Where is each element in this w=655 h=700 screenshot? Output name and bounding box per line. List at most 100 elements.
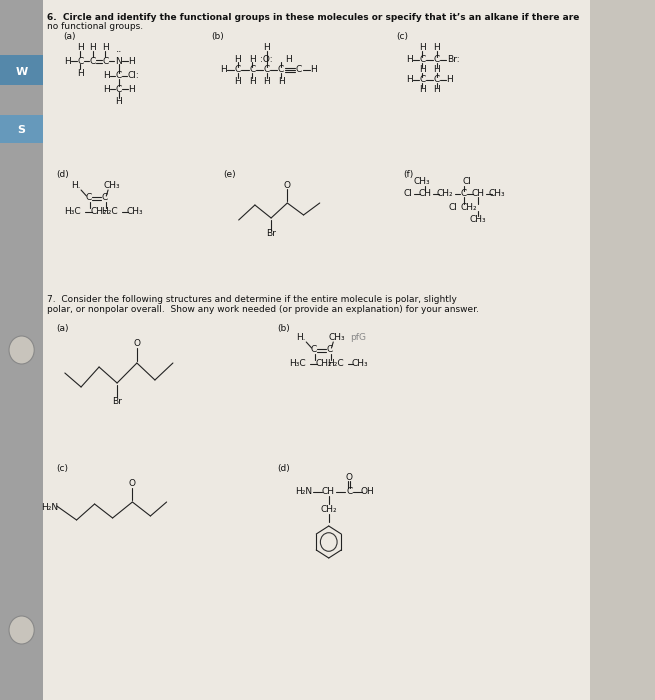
Text: CH₃: CH₃ (103, 181, 120, 190)
Bar (0, 115, 43, 143)
Text: H: H (102, 43, 109, 52)
Text: ¨: ¨ (116, 51, 122, 61)
Text: C: C (346, 487, 352, 496)
Text: H: H (103, 85, 109, 94)
Text: (c): (c) (396, 32, 408, 41)
Text: H: H (234, 55, 241, 64)
Text: :O:: :O: (260, 55, 273, 64)
Text: C: C (116, 71, 122, 80)
Text: Br: Br (266, 230, 276, 239)
Text: CH: CH (472, 190, 485, 199)
Text: H₃C: H₃C (289, 360, 305, 368)
Text: N: N (115, 57, 122, 66)
Text: C: C (310, 346, 316, 354)
Text: H: H (77, 43, 84, 52)
Text: C: C (102, 193, 107, 202)
Text: C: C (234, 66, 241, 74)
Text: H: H (285, 55, 291, 64)
Text: H: H (103, 71, 109, 80)
Text: C: C (460, 190, 467, 199)
Circle shape (9, 336, 34, 364)
Text: C: C (263, 66, 270, 74)
Text: O: O (129, 480, 136, 489)
Text: Cl: Cl (462, 178, 471, 186)
Text: O: O (134, 340, 140, 349)
Text: C: C (116, 85, 122, 94)
Text: no functional groups.: no functional groups. (47, 22, 143, 31)
Text: pfG: pfG (350, 333, 367, 342)
Bar (0, 0, 43, 700)
Text: S: S (18, 125, 26, 135)
Text: CH₂: CH₂ (320, 505, 337, 514)
Text: H.: H. (296, 333, 306, 342)
Text: C: C (278, 66, 284, 74)
Text: H₂N: H₂N (41, 503, 58, 512)
Text: CH₂: CH₂ (460, 202, 477, 211)
Text: H: H (234, 76, 241, 85)
Text: CH₃: CH₃ (127, 207, 143, 216)
Text: H: H (419, 43, 426, 52)
Text: CH: CH (419, 190, 432, 199)
Text: C: C (102, 57, 109, 66)
Text: (a): (a) (63, 32, 75, 41)
Text: (d): (d) (56, 171, 69, 179)
Bar (0, 55, 43, 85)
Text: H: H (434, 85, 440, 94)
Text: H.: H. (71, 181, 81, 190)
Text: Cl:: Cl: (128, 71, 139, 80)
Text: (e): (e) (223, 171, 236, 179)
Text: CH₂: CH₂ (437, 190, 453, 199)
Text: H₃C: H₃C (64, 207, 81, 216)
Text: (c): (c) (56, 463, 68, 473)
Text: Cl: Cl (449, 202, 457, 211)
Text: OH: OH (361, 487, 375, 496)
Circle shape (9, 616, 34, 644)
Text: C: C (90, 57, 96, 66)
Text: CH: CH (322, 487, 334, 496)
Text: H: H (64, 57, 71, 66)
Text: CH₃: CH₃ (470, 214, 487, 223)
Text: CH₂: CH₂ (91, 207, 107, 216)
Text: O: O (345, 473, 352, 482)
Text: C: C (434, 55, 440, 64)
Text: H: H (419, 66, 426, 74)
Text: W: W (16, 67, 28, 77)
Text: H: H (419, 85, 426, 94)
Text: (b): (b) (278, 323, 290, 332)
Text: H₂N: H₂N (295, 487, 312, 496)
Text: CH₃: CH₃ (329, 333, 345, 342)
Text: C: C (77, 57, 83, 66)
Text: H: H (434, 43, 440, 52)
Text: H₂C: H₂C (102, 207, 118, 216)
Text: Br:: Br: (447, 55, 459, 64)
Text: CH₂: CH₂ (316, 360, 333, 368)
Text: Cl: Cl (403, 190, 413, 199)
Text: H: H (278, 76, 284, 85)
Text: H: H (77, 69, 84, 78)
Text: CH₃: CH₃ (489, 190, 506, 199)
Text: H: H (434, 66, 440, 74)
Text: C: C (296, 66, 302, 74)
Text: C: C (434, 76, 440, 85)
Text: Br: Br (112, 396, 122, 405)
Text: H: H (128, 57, 135, 66)
Text: CH₃: CH₃ (352, 360, 369, 368)
Text: H: H (128, 85, 135, 94)
Text: O: O (284, 181, 291, 190)
Text: 6.  Circle and identify the functional groups in these molecules or specify that: 6. Circle and identify the functional gr… (47, 13, 579, 22)
Circle shape (9, 56, 34, 84)
Text: (a): (a) (56, 323, 68, 332)
Text: H: H (89, 43, 96, 52)
Text: H: H (263, 43, 270, 52)
Text: polar, or nonpolar overall.  Show any work needed (or provide an explanation) fo: polar, or nonpolar overall. Show any wor… (47, 305, 479, 314)
Text: C: C (85, 193, 92, 202)
Text: H₂C: H₂C (327, 360, 343, 368)
Text: H: H (446, 76, 453, 85)
Text: H: H (220, 66, 227, 74)
Text: (f): (f) (403, 171, 414, 179)
Text: 7.  Consider the following structures and determine if the entire molecule is po: 7. Consider the following structures and… (47, 295, 457, 304)
Text: H: H (249, 76, 255, 85)
Text: H: H (249, 55, 255, 64)
Text: H: H (407, 76, 413, 85)
Text: C: C (249, 66, 255, 74)
